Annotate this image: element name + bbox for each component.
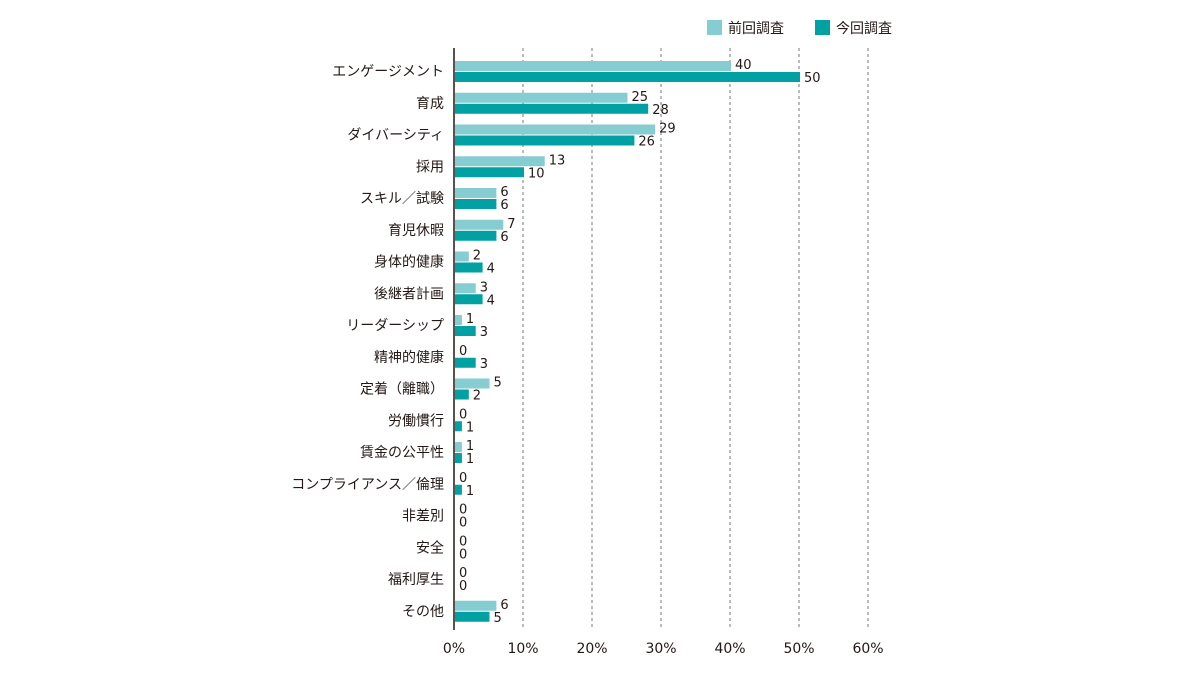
category-label: 安全 (416, 539, 444, 556)
x-tick-label: 50% (783, 641, 814, 657)
x-tick-label: 60% (852, 641, 883, 657)
data-label: 2 (473, 389, 481, 404)
legend-swatch (707, 20, 722, 35)
bar-previous (455, 219, 504, 230)
bar-current (455, 135, 635, 146)
category-label: 育児休暇 (388, 223, 444, 239)
category-label: エンゲージメント (332, 64, 444, 80)
x-tick-label: 30% (645, 641, 676, 657)
bar-current (455, 421, 462, 432)
bar-previous (455, 251, 469, 262)
bar-previous (455, 156, 545, 167)
data-label: 1 (466, 452, 474, 467)
data-label: 0 (459, 547, 467, 562)
category-label: 福利厚生 (388, 572, 444, 588)
category-label: リーダーシップ (346, 318, 444, 334)
data-label: 6 (500, 198, 508, 213)
bar-previous (455, 600, 497, 611)
x-tick-label: 20% (576, 641, 607, 657)
bar-current (455, 453, 462, 463)
bar-current (455, 484, 462, 495)
bar-previous (455, 315, 462, 325)
bar-current (455, 611, 490, 622)
category-label: 労働慣行 (388, 412, 444, 429)
data-label: 6 (500, 185, 508, 200)
legend-label: 今回調査 (836, 21, 892, 37)
data-label: 26 (638, 135, 655, 150)
data-label: 3 (480, 280, 488, 295)
data-label: 3 (480, 325, 488, 340)
data-label: 0 (459, 471, 467, 486)
bar-current (455, 167, 524, 178)
bar-current (455, 103, 649, 114)
category-label: コンプライアンス／倫理 (291, 477, 444, 493)
category-label: 身体的健康 (374, 254, 444, 271)
bar-previous (455, 378, 490, 389)
bar-previous (455, 442, 462, 452)
category-label: 非差別 (402, 509, 444, 525)
category-label: 採用 (416, 159, 444, 175)
category-label: その他 (402, 604, 444, 620)
category-label: 賃金の公平性 (360, 445, 444, 461)
bar-previous (455, 188, 497, 198)
x-tick-label: 10% (507, 641, 538, 657)
bar-current (455, 262, 483, 273)
data-label: 28 (652, 103, 669, 118)
bar-previous (455, 124, 656, 135)
data-label: 1 (466, 484, 474, 499)
data-label: 4 (487, 262, 495, 277)
data-label: 10 (528, 166, 545, 181)
data-label: 29 (659, 122, 676, 137)
data-label: 6 (500, 230, 508, 245)
category-label: 後継者計画 (374, 286, 444, 302)
data-label: 5 (494, 611, 502, 626)
bar-current (455, 357, 476, 368)
bar-previous (455, 283, 476, 294)
legend-label: 前回調査 (728, 20, 784, 37)
category-label: 定着（離職） (360, 381, 444, 398)
data-label: 13 (549, 153, 566, 168)
bar-previous (455, 61, 731, 71)
bar-current (455, 230, 497, 241)
data-label: 0 (459, 534, 467, 549)
category-label: 育成 (416, 96, 444, 112)
data-label: 5 (494, 376, 502, 391)
data-label: 25 (632, 90, 649, 105)
x-tick-label: 0% (443, 641, 465, 657)
data-label: 0 (459, 566, 467, 581)
data-label: 1 (466, 312, 474, 327)
bar-current (455, 389, 469, 400)
data-label: 0 (459, 503, 467, 518)
data-label: 4 (487, 293, 495, 308)
data-label: 1 (466, 420, 474, 435)
category-label: スキル／試験 (360, 191, 444, 207)
legend-swatch (815, 20, 830, 35)
bar-current (455, 326, 476, 336)
category-label: 精神的健康 (374, 349, 444, 366)
bar-current (455, 294, 483, 305)
data-label: 1 (466, 439, 474, 454)
data-label: 7 (507, 217, 515, 232)
data-label: 6 (500, 598, 508, 613)
x-tick-label: 40% (714, 641, 745, 657)
data-label: 40 (735, 58, 752, 73)
bar-current (455, 199, 497, 209)
data-label: 0 (459, 579, 467, 594)
bar-current (455, 72, 800, 82)
data-label: 2 (473, 249, 481, 264)
data-label: 0 (459, 344, 467, 359)
category-label: ダイバーシティ (347, 128, 444, 144)
data-label: 0 (459, 407, 467, 422)
data-label: 50 (804, 71, 821, 86)
data-label: 3 (480, 357, 488, 372)
bar-previous (455, 92, 628, 103)
data-label: 0 (459, 516, 467, 531)
